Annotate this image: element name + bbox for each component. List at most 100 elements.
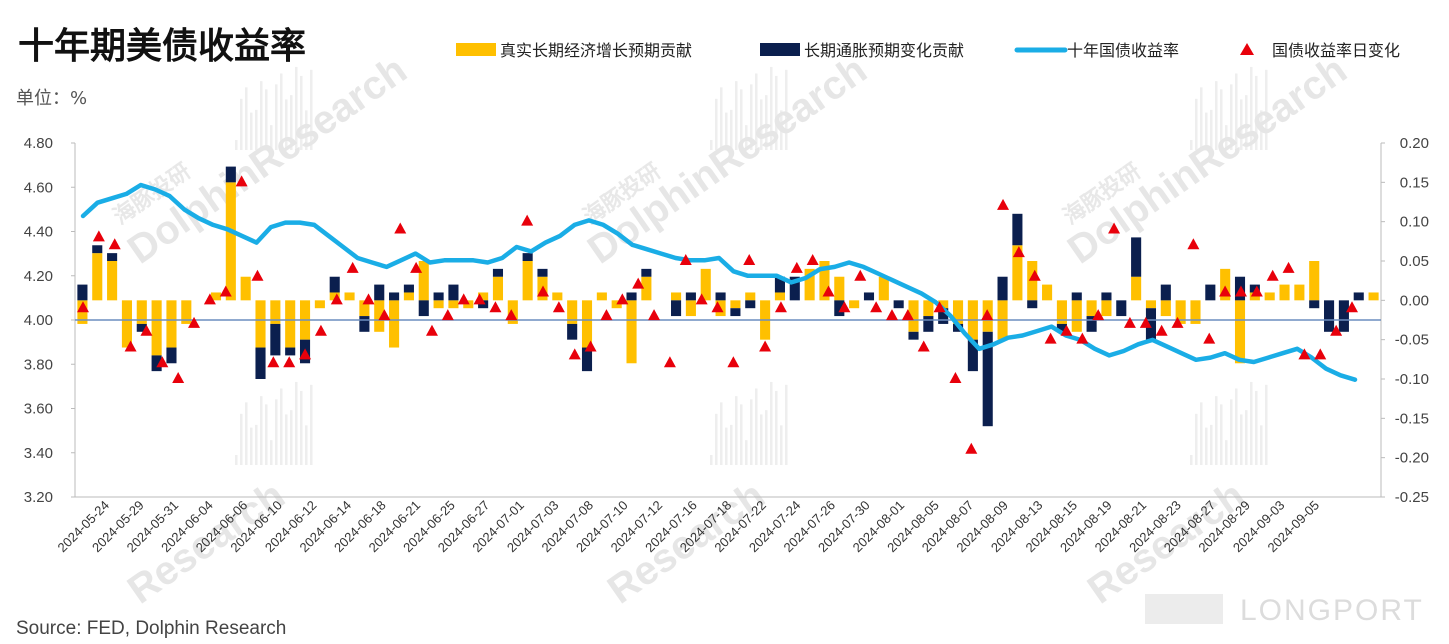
- right-tick-label: 0.05: [1400, 253, 1429, 270]
- watermark-bar: [780, 425, 783, 465]
- change-marker: [172, 372, 185, 383]
- change-marker: [283, 356, 296, 368]
- change-marker: [314, 324, 327, 336]
- real-bar: [552, 292, 563, 301]
- unit-label: 单位：%: [16, 88, 87, 109]
- right-tick-label: -0.05: [1395, 332, 1429, 349]
- inflation-bar: [938, 308, 949, 324]
- change-marker: [632, 277, 645, 289]
- change-marker: [1314, 348, 1327, 360]
- real-bar: [641, 276, 652, 301]
- real-bar: [433, 300, 444, 309]
- watermark-bar: [755, 73, 758, 150]
- real-bar: [1220, 268, 1231, 301]
- left-tick-label: 3.40: [24, 445, 53, 462]
- watermark-bar: [1190, 455, 1193, 465]
- inflation-bar: [567, 323, 578, 340]
- source-note: Source: FED, Dolphin Research: [16, 618, 286, 639]
- real-bar: [671, 292, 682, 301]
- watermark-bar: [760, 99, 763, 150]
- watermark-bar: [255, 109, 258, 150]
- real-bar: [1086, 300, 1097, 317]
- watermark-bar: [245, 402, 248, 465]
- real-bar: [878, 276, 889, 301]
- watermark-bar: [740, 89, 743, 150]
- longport-logo-mark: [1145, 594, 1223, 624]
- left-tick-label: 4.60: [24, 179, 53, 196]
- watermark-bar: [1230, 84, 1233, 150]
- watermark-bar: [305, 425, 308, 465]
- watermark-bar: [785, 384, 788, 465]
- inflation-bar: [1071, 292, 1082, 301]
- change-marker: [1123, 316, 1136, 328]
- watermark-bar: [745, 125, 748, 150]
- change-marker: [1076, 332, 1089, 344]
- change-marker: [648, 309, 661, 321]
- inflation-bar: [893, 300, 904, 309]
- change-marker: [251, 269, 264, 281]
- watermark-bar: [1245, 410, 1248, 465]
- change-marker: [727, 356, 740, 368]
- change-marker: [1171, 316, 1184, 328]
- real-bar: [255, 300, 266, 348]
- watermark-bar: [740, 404, 743, 465]
- real-bar: [344, 292, 355, 301]
- inflation-bar: [359, 316, 370, 332]
- inflation-bar: [522, 253, 533, 261]
- real-bar: [136, 300, 147, 324]
- watermark-bar: [300, 390, 303, 465]
- real-bar: [522, 261, 533, 301]
- watermark-bar: [1225, 125, 1228, 150]
- legend-item-real: 真实长期经济增长预期贡献: [500, 41, 692, 60]
- real-bar: [1294, 284, 1305, 301]
- real-bar: [1309, 261, 1320, 301]
- left-tick-label: 4.20: [24, 268, 53, 285]
- inflation-bar: [92, 245, 103, 254]
- real-bar: [819, 261, 830, 301]
- real-bar: [492, 276, 504, 301]
- right-tick-label: 0.00: [1400, 292, 1429, 309]
- change-marker: [1139, 316, 1152, 328]
- real-bar: [240, 276, 251, 301]
- real-bar: [270, 300, 281, 324]
- watermark-bar: [770, 66, 773, 150]
- watermark-bar: [745, 440, 748, 465]
- inflation-bar: [403, 284, 414, 293]
- change-marker: [299, 348, 312, 360]
- watermark-bar: [245, 87, 248, 150]
- watermark-bar: [240, 98, 243, 150]
- watermark-bar: [1220, 89, 1223, 150]
- right-axis: 0.20 0.15 0.10 0.05 0.00 -0.05 -0.10 -0.15 -0.20…: [1381, 135, 1429, 506]
- watermark-bar: [710, 140, 713, 150]
- real-bar: [448, 300, 459, 309]
- longport-logo: LONGPORT: [1240, 594, 1424, 627]
- change-marker: [140, 324, 153, 336]
- watermark-bar: [785, 69, 788, 150]
- change-marker: [410, 261, 423, 273]
- real-bar: [1101, 300, 1112, 317]
- change-marker: [997, 198, 1010, 210]
- real-bar: [596, 292, 607, 301]
- watermark-bar: [290, 410, 293, 465]
- real-bar: [626, 300, 637, 364]
- real-bar: [1368, 292, 1379, 301]
- inflation-bar: [1160, 284, 1171, 301]
- watermark-bar: [265, 89, 268, 150]
- watermark-bar: [725, 427, 728, 465]
- legend-item-yield: 十年国债收益率: [1067, 41, 1179, 60]
- watermark-bar: [265, 404, 268, 465]
- yield-line: [80, 182, 1358, 382]
- real-bar: [1190, 300, 1201, 324]
- watermark-bars: [235, 66, 1268, 465]
- inflation-bar: [1205, 284, 1216, 301]
- watermark-bar: [1235, 73, 1238, 150]
- watermark-bar: [1240, 99, 1243, 150]
- inflation-bar: [1309, 300, 1320, 309]
- real-bar: [225, 182, 236, 301]
- change-marker: [425, 324, 438, 336]
- right-tick-label: 0.15: [1400, 174, 1429, 191]
- watermark-bar: [1225, 440, 1228, 465]
- watermark-bar: [1255, 75, 1258, 150]
- watermark-bar: [1240, 414, 1243, 465]
- real-bar: [1264, 292, 1275, 301]
